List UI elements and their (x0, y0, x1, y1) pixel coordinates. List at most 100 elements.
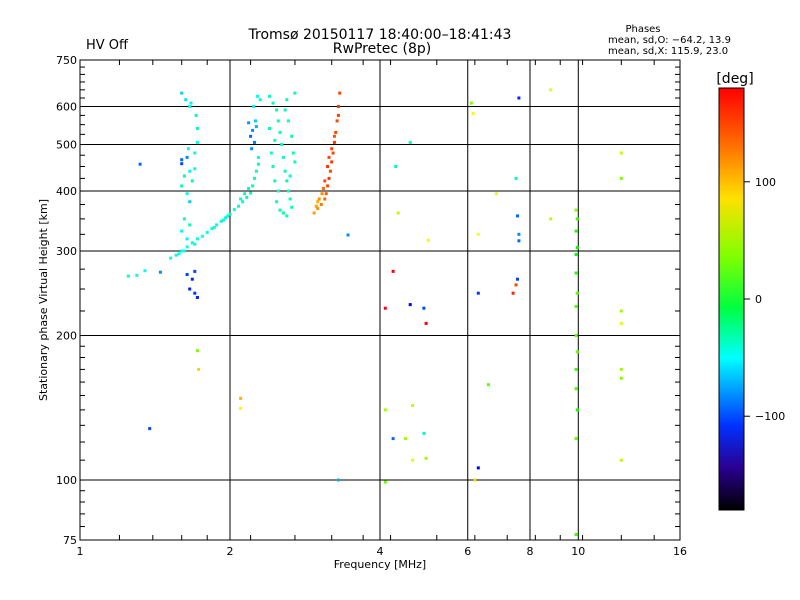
data-point (193, 151, 197, 155)
data-point (226, 214, 230, 218)
data-point (469, 101, 473, 105)
data-point (549, 88, 553, 92)
data-point (575, 291, 579, 295)
data-point (574, 304, 578, 308)
data-point (180, 158, 184, 162)
data-point (619, 151, 623, 155)
data-point (511, 291, 515, 295)
data-point (212, 225, 216, 229)
data-point (190, 179, 194, 183)
data-point (286, 189, 290, 193)
data-point (193, 167, 197, 171)
data-point (575, 246, 579, 250)
data-point (180, 91, 184, 95)
data-point (422, 432, 426, 435)
data-point (182, 174, 186, 178)
data-point (188, 169, 192, 173)
data-point (574, 387, 578, 391)
data-point (182, 217, 186, 221)
data-point (271, 101, 275, 105)
data-point (426, 238, 430, 242)
data-point (383, 408, 387, 412)
data-point (215, 223, 219, 227)
data-point (174, 253, 178, 257)
data-point (619, 458, 623, 462)
data-point (180, 184, 184, 188)
data-point (250, 147, 254, 151)
data-point (180, 162, 184, 166)
data-point (188, 105, 192, 108)
data-point (327, 176, 331, 180)
data-point (138, 162, 142, 166)
colorbar (718, 87, 745, 511)
data-point (158, 270, 162, 274)
data-point (326, 165, 330, 168)
data-point (575, 408, 579, 412)
data-point (293, 91, 297, 95)
data-point (324, 192, 328, 196)
data-point (268, 94, 271, 98)
data-point (190, 241, 194, 245)
data-point (411, 458, 415, 462)
data-point (237, 204, 240, 208)
data-point (574, 367, 578, 371)
data-point (574, 271, 578, 275)
colorbar-tick-label: 0 (755, 293, 762, 306)
x-tick-label: 6 (464, 545, 471, 558)
data-point (251, 128, 255, 132)
data-point (256, 162, 260, 166)
data-point (316, 206, 320, 210)
y-tick-label: 500 (56, 139, 77, 152)
data-point (247, 187, 251, 190)
data-point (182, 249, 186, 253)
data-point (391, 437, 395, 441)
data-point (278, 208, 282, 212)
data-point (346, 233, 350, 237)
data-point (323, 179, 327, 183)
data-point (517, 239, 521, 243)
data-point (239, 396, 243, 400)
data-point (239, 197, 243, 201)
data-point (327, 155, 331, 159)
data-point (476, 291, 480, 295)
data-point (383, 480, 387, 484)
data-point (285, 214, 289, 218)
data-point (328, 169, 332, 173)
data-point (195, 237, 199, 241)
data-point (268, 127, 271, 130)
y-tick-label: 750 (56, 54, 77, 67)
data-point (269, 151, 273, 155)
data-point (276, 189, 280, 193)
data-point (486, 383, 490, 387)
data-point (574, 533, 578, 536)
data-point (408, 140, 412, 144)
data-point (273, 138, 277, 142)
data-point (195, 127, 199, 130)
data-point (391, 269, 395, 273)
data-point (517, 232, 521, 236)
data-point (383, 306, 387, 310)
x-tick-label: 8 (527, 545, 534, 558)
data-point (283, 169, 287, 173)
data-point (185, 245, 189, 249)
data-point (330, 147, 334, 151)
data-point (334, 130, 338, 134)
phases-title: Phases (625, 24, 660, 35)
data-point (516, 214, 519, 218)
data-point (249, 134, 253, 138)
data-point (193, 242, 197, 246)
data-point (195, 140, 199, 144)
data-point (574, 208, 578, 212)
data-point (619, 321, 623, 325)
data-point (247, 121, 251, 125)
data-point (245, 195, 249, 199)
data-point (476, 232, 480, 236)
data-point (205, 230, 209, 234)
data-point (286, 119, 290, 123)
data-point (197, 367, 201, 371)
x-tick-label: 10 (571, 545, 585, 558)
data-point (411, 404, 415, 407)
data-point (148, 427, 152, 431)
data-point (275, 108, 279, 112)
